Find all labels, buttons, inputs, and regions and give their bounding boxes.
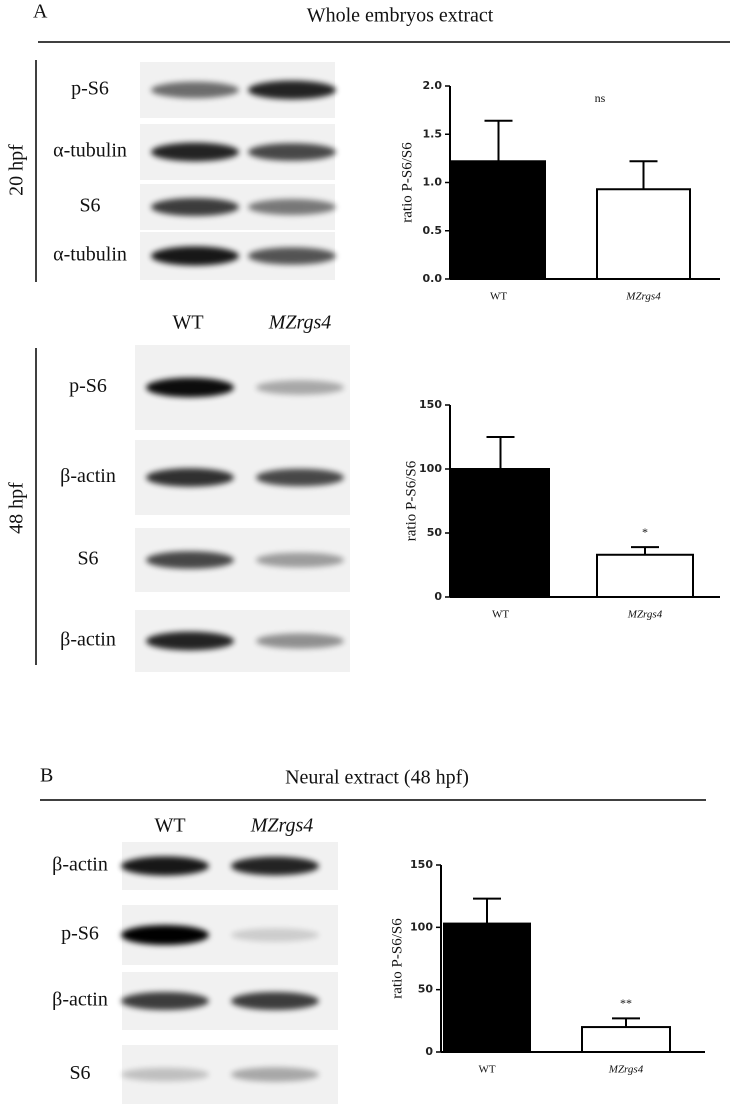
band: [151, 142, 239, 162]
lane-label: WT: [154, 815, 185, 837]
lane-label: MZrgs4: [250, 815, 314, 837]
band: [121, 1067, 209, 1082]
row-label: β-actin: [52, 854, 108, 876]
lane-label: MZrgs4: [268, 312, 332, 334]
row-label: S6: [69, 1062, 90, 1084]
band: [248, 199, 336, 215]
band: [248, 80, 336, 100]
band: [151, 198, 239, 216]
bar: [596, 553, 694, 599]
band: [146, 631, 234, 651]
row-label: S6: [77, 548, 98, 570]
stage-label: 20 hpf: [6, 144, 28, 196]
panel-label: A: [33, 1, 48, 23]
band: [151, 81, 239, 99]
y-tick-label: 150: [410, 858, 433, 871]
y-tick-label: 1.5: [423, 127, 443, 140]
y-axis-label: ratio P-S6/S6: [389, 918, 405, 999]
band: [121, 925, 209, 945]
annotation: *: [642, 525, 648, 539]
bar: [451, 160, 546, 281]
row-label: α-tubulin: [53, 140, 127, 162]
y-axis-label: ratio P-S6/S6: [403, 460, 419, 541]
y-tick-label: 150: [419, 398, 442, 411]
band: [256, 380, 344, 395]
band: [256, 468, 344, 487]
row-label: β-actin: [52, 989, 108, 1011]
band: [146, 468, 234, 487]
row-label: p-S6: [69, 375, 107, 397]
band: [231, 992, 319, 1010]
y-tick-label: 50: [427, 526, 443, 539]
band: [231, 856, 319, 876]
y-tick-label: 0: [434, 590, 442, 603]
x-tick-label: WT: [478, 1064, 495, 1076]
stage-label: 48 hpf: [6, 482, 28, 534]
band: [248, 143, 336, 161]
panel-title: Whole embryos extract: [307, 5, 494, 27]
y-tick-label: 2.0: [423, 79, 443, 92]
annotation: ns: [595, 91, 606, 105]
band: [146, 377, 234, 398]
panel-title: Neural extract (48 hpf): [285, 767, 469, 789]
row-label: p-S6: [61, 923, 99, 945]
panel-label: B: [40, 765, 53, 787]
band: [121, 992, 209, 1010]
y-tick-label: 100: [419, 462, 442, 475]
bar: [596, 188, 691, 281]
x-tick-label: MZrgs4: [608, 1064, 644, 1076]
bar: [581, 1026, 671, 1053]
band: [231, 928, 319, 942]
row-label: S6: [79, 195, 100, 217]
y-tick-label: 100: [410, 920, 433, 933]
row-label: p-S6: [71, 78, 109, 100]
row-label: β-actin: [60, 629, 116, 651]
band: [151, 246, 239, 266]
row-label: α-tubulin: [53, 244, 127, 266]
band: [248, 247, 336, 265]
y-tick-label: 50: [418, 983, 434, 996]
band: [256, 552, 344, 568]
y-tick-label: 0: [425, 1045, 433, 1058]
x-tick-label: WT: [492, 609, 509, 621]
band: [146, 551, 234, 569]
bar: [451, 468, 550, 598]
band: [231, 1067, 319, 1082]
x-tick-label: MZrgs4: [625, 291, 661, 303]
y-tick-label: 1.0: [423, 176, 443, 189]
lane-label: WT: [172, 312, 203, 334]
bar: [443, 922, 531, 1053]
x-tick-label: WT: [490, 291, 507, 303]
y-tick-label: 0.0: [423, 272, 443, 285]
y-axis-label: ratio P-S6/S6: [399, 142, 415, 223]
x-tick-label: MZrgs4: [627, 609, 663, 621]
band: [121, 856, 209, 876]
y-tick-label: 0.5: [423, 224, 443, 237]
annotation: **: [620, 996, 632, 1010]
row-label: β-actin: [60, 465, 116, 487]
band: [256, 633, 344, 649]
